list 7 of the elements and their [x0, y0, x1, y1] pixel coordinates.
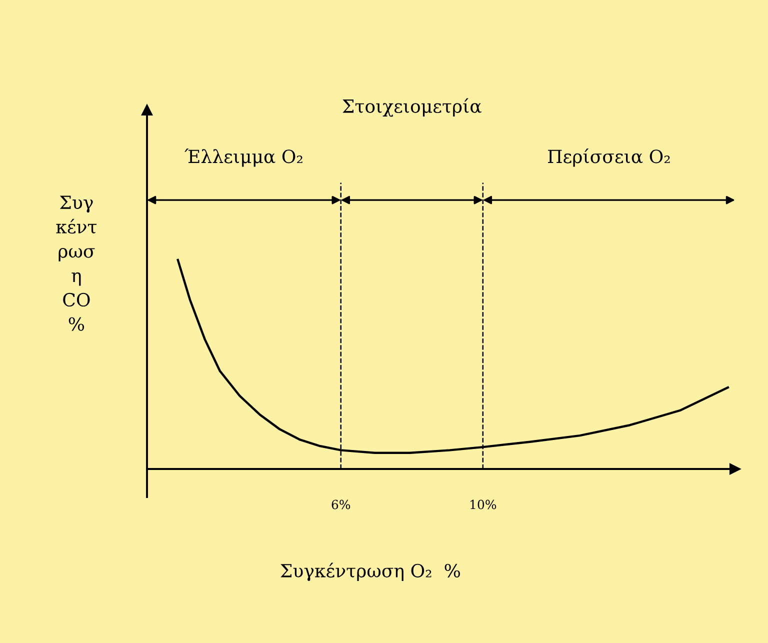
y-axis-title: Συγ κέντ ρωσ η CO %: [56, 196, 97, 331]
x-axis-title: Συγκέντρωση O₂ %: [280, 562, 460, 582]
text: Περίσσεια O₂: [548, 148, 670, 167]
text: Στοιχειομετρία: [342, 98, 482, 117]
text: Έλλειμμα O₂: [184, 148, 302, 167]
x-tick-label: 10%: [470, 500, 496, 510]
x-tick-label: 6%: [332, 500, 350, 510]
